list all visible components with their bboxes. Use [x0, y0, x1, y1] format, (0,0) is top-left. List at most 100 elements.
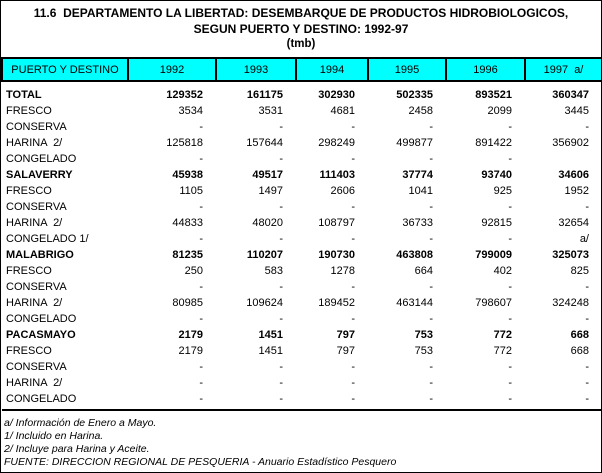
column-header-label: PUERTO Y DESTINO [1, 57, 129, 82]
value-cell: 157644 [246, 137, 283, 149]
table-title-line2: SEGUN PUERTO Y DESTINO: 1992-97 [193, 22, 409, 36]
value-cell: 37774 [402, 169, 433, 181]
value-cell: 1451 [258, 329, 283, 341]
value-cell: - [508, 121, 512, 133]
value-cell: - [508, 201, 512, 213]
footnote-2: 2/ Incluye para Harina y Aceite. [4, 443, 150, 455]
value-cell: - [279, 121, 283, 133]
value-cell: 34606 [558, 169, 589, 181]
value-cell: 356902 [552, 137, 589, 149]
value-cell: 772 [493, 329, 512, 341]
value-cell: - [199, 153, 203, 165]
table-row-conserva: CONSERVA - - - - - - [2, 119, 601, 135]
value-cell: - [296, 391, 368, 411]
value-cell: 772 [493, 345, 512, 357]
value-cell: - [508, 377, 512, 389]
title-block: 11.6 DEPARTAMENTO LA LIBERTAD: DESEMBARQ… [1, 1, 601, 51]
value-cell: 111403 [319, 169, 356, 181]
value-cell: 161175 [246, 89, 283, 101]
value-cell: 664 [414, 265, 433, 277]
table-row-malabrigo: MALABRIGO 81235 110207 190730 463808 799009 32… [2, 247, 601, 263]
value-cell: 360347 [552, 89, 589, 101]
value-cell: 108797 [318, 217, 355, 229]
value-cell: 325073 [552, 249, 589, 261]
table-row-congelado: CONGELADO - - - - - [2, 151, 601, 167]
value-cell: 92815 [481, 217, 512, 229]
value-cell: - [429, 281, 433, 293]
table-row-fresco: FRESCO 3534 3531 4681 2458 2099 3445 [2, 103, 601, 119]
row-label: FRESCO [6, 185, 52, 197]
table-row-salaverry: SALAVERRY 45938 49517 111403 37774 93740 34606 [2, 167, 601, 183]
value-cell: 109624 [246, 297, 283, 309]
value-cell: - [279, 201, 283, 213]
table-row-congelado: CONGELADO - - - - - - [2, 391, 601, 411]
table-row-harina-2: HARINA 2/80985 109624 189452 463144 798607 32… [2, 295, 601, 311]
unit-label: (tmb) [286, 38, 316, 50]
value-cell: 32654 [558, 217, 589, 229]
value-cell: - [351, 361, 355, 373]
row-label: CONGELADO [6, 313, 77, 325]
value-cell: - [351, 281, 355, 293]
value-cell: 110207 [246, 249, 283, 261]
table-row-fresco: FRESCO 250 583 1278 664 402 825 [2, 263, 601, 279]
table-row-pacasmayo: PACASMAYO 2179 1451 797 753 772 668 [2, 327, 601, 343]
value-cell: 4681 [330, 105, 355, 117]
row-label: HARINA 2/ [6, 377, 63, 389]
value-cell: 125818 [166, 137, 203, 149]
value-cell: - [279, 153, 283, 165]
row-label: PACASMAYO [6, 329, 76, 341]
value-cell: - [585, 121, 589, 133]
row-label: FRESCO [6, 345, 52, 357]
value-cell: - [429, 377, 433, 389]
value-cell: 925 [493, 185, 512, 197]
row-label: FRESCO [6, 265, 52, 277]
value-cell: 129352 [166, 89, 203, 101]
value-cell: 3531 [258, 105, 283, 117]
table-row-harina-2: HARINA 2/125818 157644 298249 499877 891422 3… [2, 135, 601, 151]
row-label: CONSERVA [6, 121, 67, 133]
table-row-fresco: FRESCO 1105 1497 2606 1041 925 1952 [2, 183, 601, 199]
row-label: CONSERVA [6, 281, 67, 293]
value-cell: 753 [414, 329, 433, 341]
value-cell: 2099 [487, 105, 512, 117]
value-cell: - [429, 233, 433, 245]
row-label: CONSERVA [6, 201, 67, 213]
column-header-year: 1993 [215, 57, 297, 82]
data-table: PUERTO Y DESTINO 1992 1993 1994 1995 1996 1997… [1, 57, 601, 411]
value-cell: - [508, 233, 512, 245]
value-cell: 499877 [396, 137, 433, 149]
value-cell: 189452 [318, 297, 355, 309]
value-cell: 797 [336, 329, 355, 341]
value-cell: - [585, 281, 589, 293]
value-cell: - [585, 201, 589, 213]
footnotes: a/ Información de Enero a Mayo. 1/ Inclu… [4, 417, 601, 469]
value-cell: - [351, 313, 355, 325]
value-cell: - [128, 391, 216, 411]
value-cell: - [279, 361, 283, 373]
row-label: SALAVERRY [6, 169, 73, 181]
value-cell: - [429, 361, 433, 373]
value-cell: 3534 [178, 105, 203, 117]
value-cell: - [279, 281, 283, 293]
table-row-congelado: CONGELADO - - - - - - [2, 311, 601, 327]
value-cell: - [199, 233, 203, 245]
row-label: HARINA 2/ [6, 137, 63, 149]
table-row-congelado-1: CONGELADO 1/ - - - - - a/ [2, 231, 601, 247]
table-header: PUERTO Y DESTINO 1992 1993 1994 1995 1996 1997… [1, 57, 601, 82]
value-cell: - [429, 153, 433, 165]
value-cell: 668 [570, 345, 589, 357]
value-cell: - [351, 233, 355, 245]
value-cell: - [216, 391, 296, 411]
value-cell: - [508, 153, 512, 165]
row-label: MALABRIGO [6, 249, 74, 261]
value-cell: 799009 [475, 249, 512, 261]
source-note: FUENTE: DIRECCION REGIONAL DE PESQUERIA … [4, 456, 397, 468]
value-cell: - [508, 281, 512, 293]
row-label: CONGELADO 1/ [6, 233, 89, 245]
footnote-a: a/ Información de Enero a Mayo. [4, 417, 157, 429]
value-cell: - [199, 361, 203, 373]
value-cell: - [279, 377, 283, 389]
value-cell: - [199, 377, 203, 389]
value-cell: 2179 [178, 329, 203, 341]
value-cell: 1278 [330, 265, 355, 277]
